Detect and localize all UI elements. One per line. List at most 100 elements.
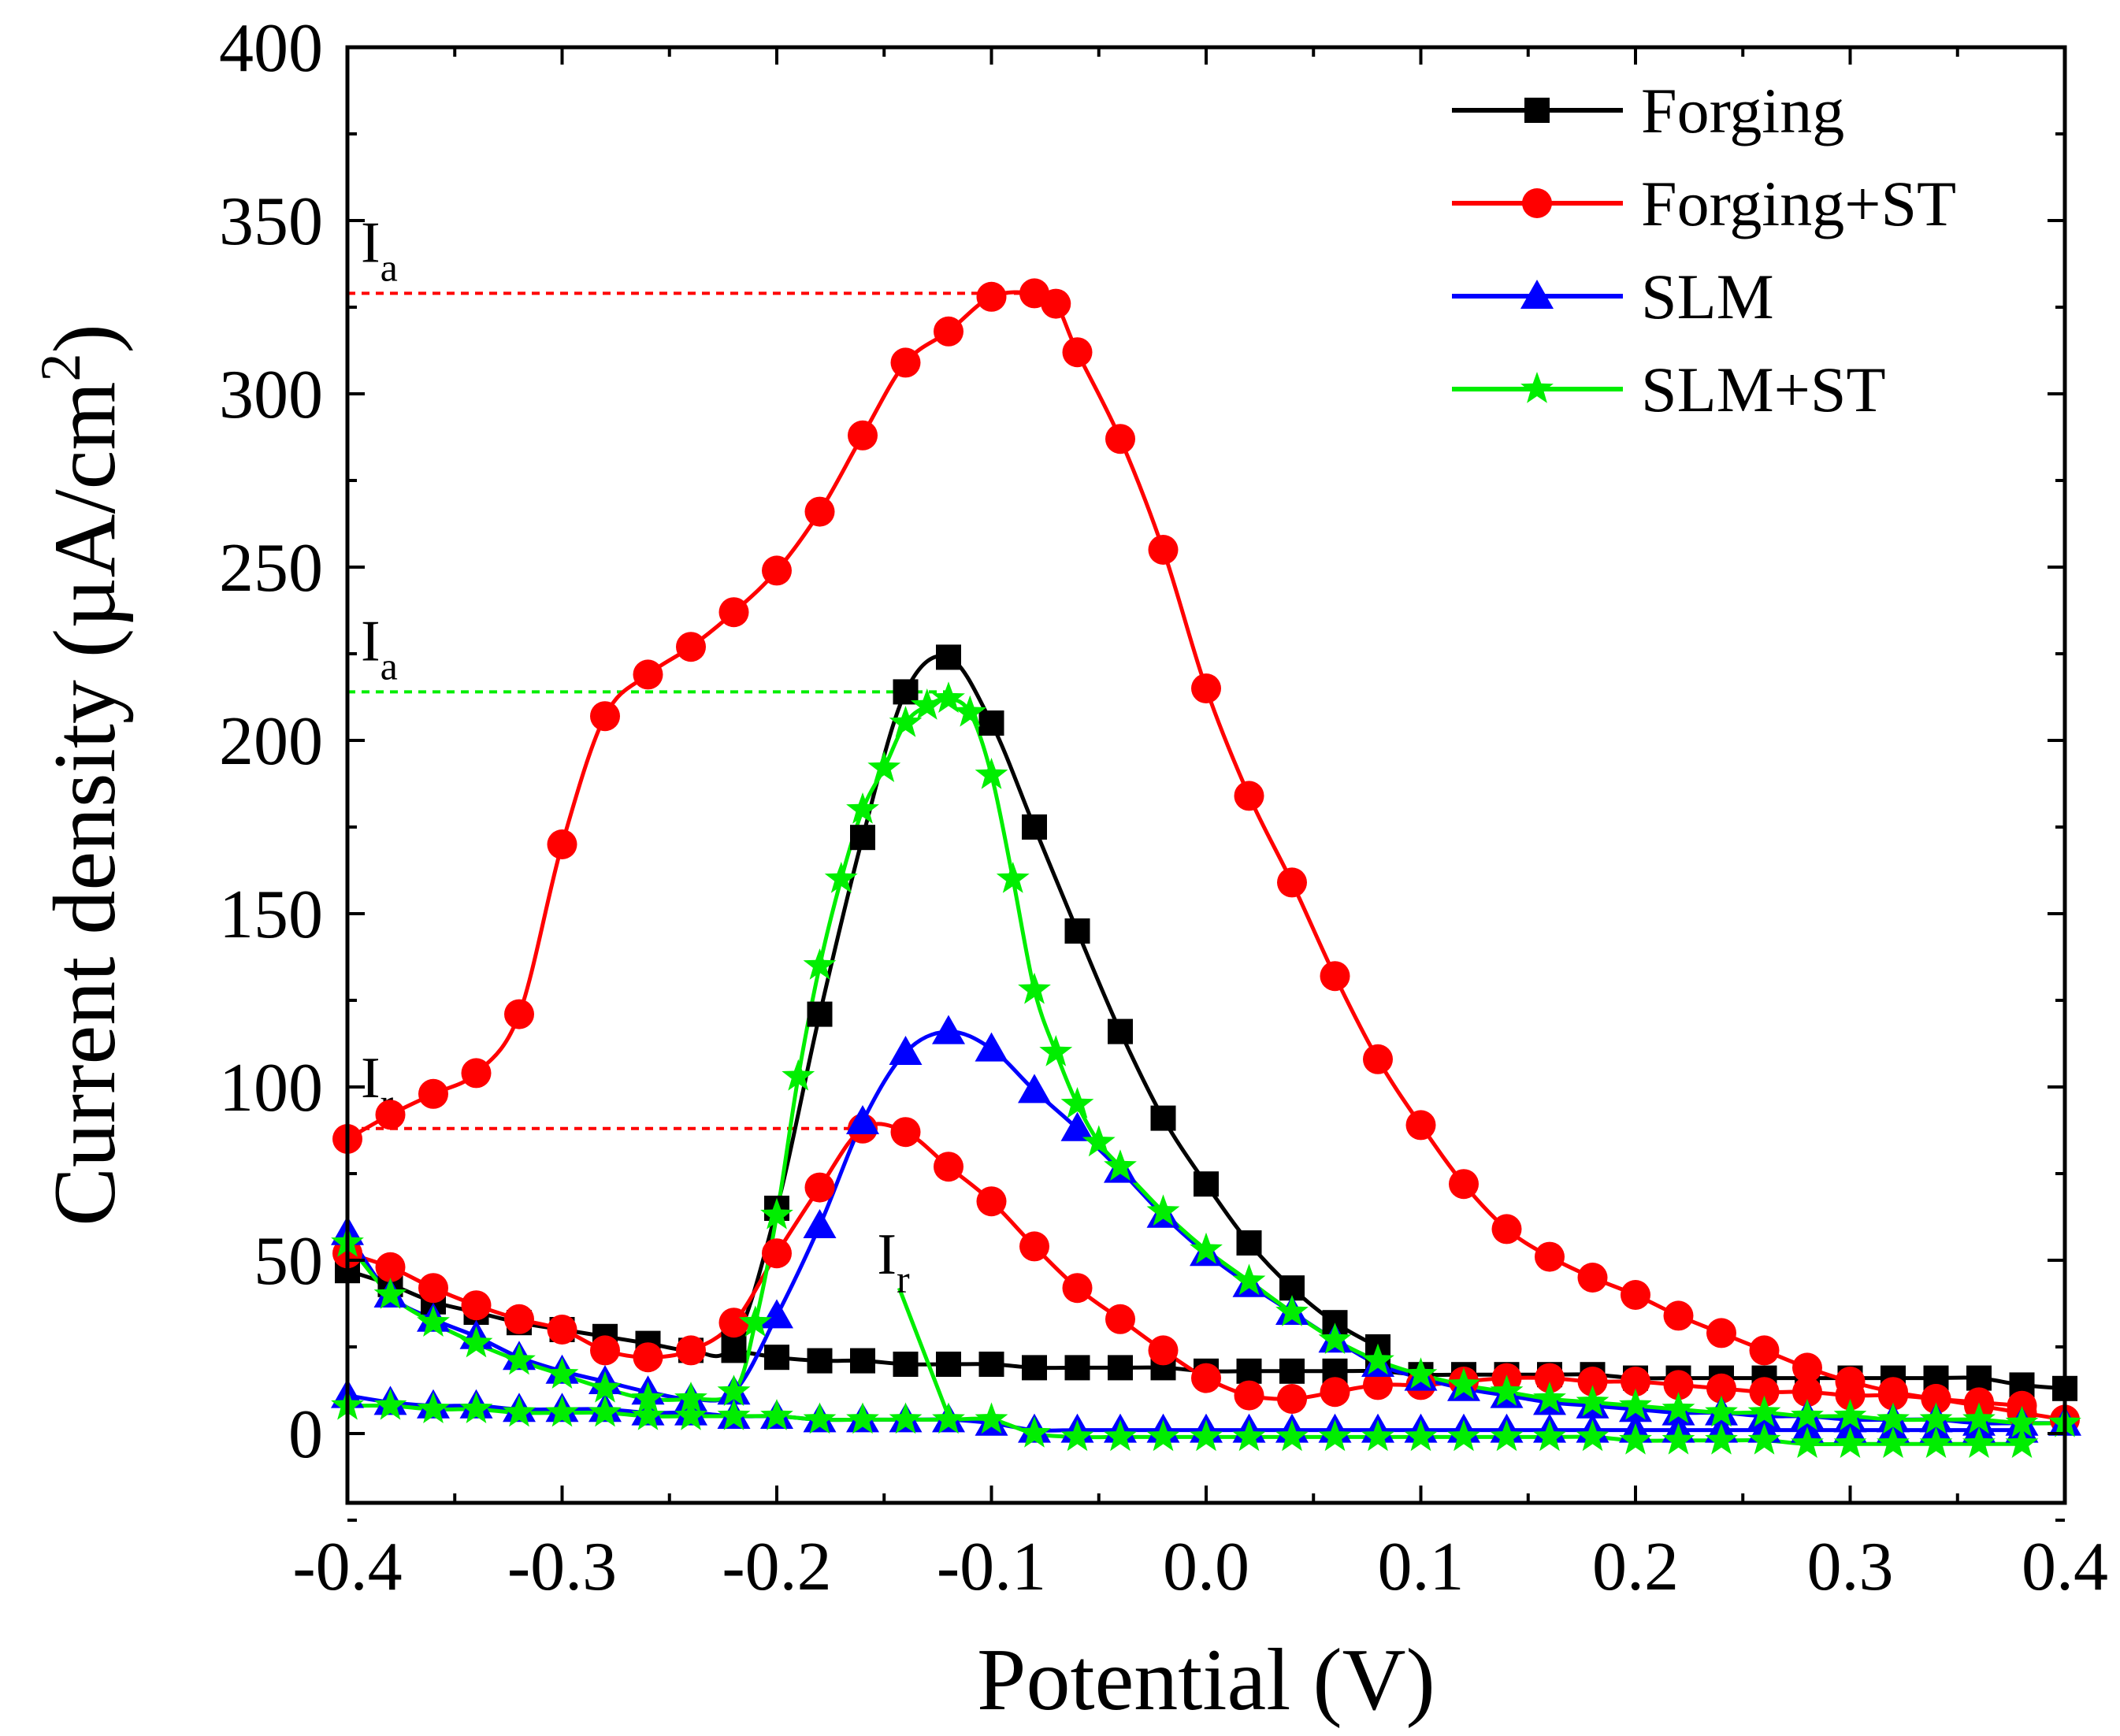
y-axis-title-superscript: 2 [29, 353, 92, 381]
data-point-square [893, 1352, 919, 1377]
data-point-star [975, 758, 1008, 789]
data-point-star [1060, 1087, 1094, 1118]
data-point-star [1791, 1399, 1824, 1430]
reference-label-1: Ia [361, 609, 398, 688]
data-point-star [717, 1399, 751, 1430]
data-point-star [1104, 1149, 1137, 1181]
data-point-circle [976, 1186, 1007, 1217]
data-point-star [2005, 1405, 2039, 1437]
x-tick-label: 0.3 [1807, 1529, 1894, 1605]
data-point-star [1146, 1194, 1180, 1226]
data-point-star [867, 751, 901, 782]
data-point-star [1533, 1382, 1566, 1413]
data-point-square [807, 1001, 833, 1027]
reference-label-sub: a [381, 644, 398, 688]
data-point-star [1232, 1263, 1266, 1296]
tick-labels: -0.4 -0.3 -0.2 -0.1 0.0 0.1 0.2 0.3 0.4 0 50 100 150… [219, 10, 2108, 1605]
data-point-star [1318, 1322, 1352, 1354]
y-axis-title-close: ) [36, 324, 134, 353]
data-point-circle [1663, 1370, 1694, 1400]
x-tick-label: -0.2 [722, 1529, 831, 1605]
legend-label: Forging [1641, 75, 1844, 147]
data-point-circle [1191, 673, 1221, 703]
data-point-circle [1749, 1335, 1780, 1366]
data-point-circle [1835, 1367, 1866, 1397]
x-tick-label: 0.1 [1378, 1529, 1465, 1605]
data-point-triangle [846, 1105, 879, 1134]
data-point-star [1705, 1423, 1738, 1455]
data-point-star [1275, 1419, 1309, 1452]
data-point-circle [976, 281, 1007, 312]
data-point-circle [1363, 1044, 1393, 1074]
data-point-star [1447, 1367, 1480, 1400]
data-point-circle [1191, 1363, 1221, 1393]
data-point-star [1833, 1399, 1867, 1430]
y-tick-label: 150 [219, 877, 323, 953]
x-tick-label: -0.3 [507, 1529, 617, 1605]
data-point-star [760, 1197, 793, 1230]
data-point-star [1404, 1419, 1438, 1452]
reference-label-main: I [361, 1046, 381, 1111]
data-point-star [738, 1305, 772, 1337]
x-tick-label: -0.1 [937, 1529, 1046, 1605]
data-point-circle [1105, 424, 1135, 454]
data-point-star [1619, 1388, 1652, 1420]
data-point-square [850, 1348, 875, 1374]
data-point-square [936, 644, 961, 670]
data-point-circle [547, 1315, 577, 1345]
data-point-circle [848, 420, 878, 451]
data-point-circle [804, 496, 835, 527]
data-point-square [1108, 1355, 1133, 1381]
data-point-star [846, 1402, 879, 1434]
y-tick-label: 100 [219, 1050, 323, 1126]
data-point-star [1104, 1419, 1137, 1452]
data-point-circle [1749, 1377, 1780, 1408]
data-point-circle [1491, 1214, 1522, 1245]
data-point-circle [461, 1058, 492, 1089]
data-point-star [373, 1278, 407, 1309]
data-point-star [631, 1382, 665, 1413]
data-point-circle [1792, 1377, 1822, 1408]
data-point-circle [1320, 961, 1350, 992]
data-point-square [978, 710, 1004, 736]
data-point-star [674, 1399, 707, 1430]
y-axis-title-main: Current density (µA/cm [36, 381, 134, 1226]
y-tick-label: 200 [219, 703, 323, 780]
data-point-star [1962, 1426, 1996, 1458]
data-point-star [1232, 1419, 1266, 1452]
data-point-square [1194, 1171, 1219, 1197]
x-tick-label: 0.2 [1592, 1529, 1679, 1605]
data-point-circle [375, 1100, 406, 1130]
data-point-circle [804, 1172, 835, 1203]
data-point-square [1279, 1358, 1305, 1384]
data-point-circle [1621, 1367, 1650, 1397]
data-point-circle [1148, 1335, 1179, 1366]
reference-label-sub: a [381, 245, 398, 289]
data-point-star [803, 948, 837, 980]
data-point-circle [1062, 1273, 1093, 1304]
data-point-star [1791, 1426, 1824, 1458]
y-tick-label: 250 [219, 530, 323, 606]
legend: Forging Forging+ST SLM SLM+ST [1452, 75, 1956, 425]
data-point-star [760, 1399, 793, 1430]
data-point-star [889, 1402, 923, 1434]
data-point-star [417, 1305, 450, 1337]
x-tick-label: -0.4 [292, 1529, 402, 1605]
reference-label-main: I [361, 609, 381, 673]
data-point-square [1236, 1230, 1262, 1256]
y-tick-label: 350 [219, 184, 323, 260]
data-point-circle [890, 1117, 921, 1148]
data-point-circle [504, 1304, 534, 1334]
legend-item: Forging [1452, 75, 1844, 147]
data-point-circle [718, 597, 749, 628]
legend-label: SLM [1641, 261, 1774, 332]
data-point-star [1962, 1402, 1996, 1434]
data-point-circle [1234, 781, 1264, 811]
data-point-circle [1363, 1370, 1393, 1400]
data-point-circle [1041, 288, 1071, 319]
data-point-star [1146, 1419, 1180, 1452]
data-point-star [1361, 1343, 1394, 1375]
data-point-star [1490, 1419, 1524, 1452]
data-point-square [850, 825, 875, 851]
data-point-square [807, 1348, 833, 1374]
